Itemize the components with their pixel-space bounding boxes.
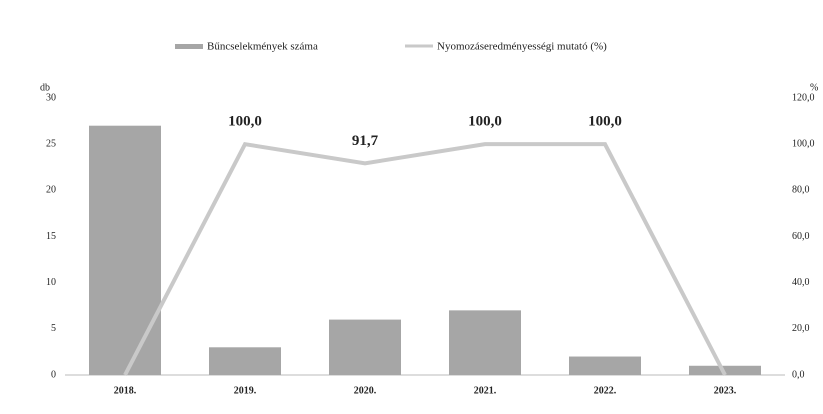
bar	[689, 365, 761, 375]
x-tick-label: 2022.	[594, 385, 617, 396]
y-tick-label: 30	[46, 92, 56, 103]
y-tick-label: 10	[46, 277, 56, 288]
y-tick-label: 0	[51, 369, 56, 380]
bar	[569, 356, 641, 375]
y-tick-label: 20	[46, 185, 56, 196]
y-tick-label: 5	[51, 323, 56, 334]
data-label: 100,0	[468, 114, 502, 130]
x-tick-label: 2021.	[474, 385, 497, 396]
y2-tick-label: 120,0	[792, 92, 815, 103]
x-tick-label: 2019.	[234, 385, 257, 396]
y-tick-label: 25	[46, 138, 56, 149]
bar	[89, 125, 161, 375]
y2-tick-label: 60,0	[792, 231, 810, 242]
data-label: 100,0	[228, 114, 262, 130]
y-axis-label: db	[40, 82, 50, 93]
x-tick-label: 2023.	[714, 385, 737, 396]
line	[123, 141, 727, 376]
data-label: 100,0	[588, 114, 622, 130]
x-tick-label: 2020.	[354, 385, 377, 396]
bar	[449, 310, 521, 375]
y2-tick-label: 80,0	[792, 185, 810, 196]
bar	[329, 319, 401, 375]
y2-tick-label: 20,0	[792, 323, 810, 334]
legend-label: Bűncselekmények száma	[207, 41, 318, 53]
y-tick-label: 15	[46, 231, 56, 242]
y2-axis-label: %	[810, 82, 818, 93]
legend-swatch	[175, 44, 203, 49]
data-label: 91,7	[352, 133, 379, 149]
legend-label: Nyomozáseredményességi mutató (%)	[437, 41, 607, 53]
y2-tick-label: 40,0	[792, 277, 810, 288]
x-tick-label: 2018.	[114, 385, 137, 396]
bar	[209, 347, 281, 375]
y2-tick-label: 0,0	[792, 369, 805, 380]
y2-tick-label: 100,0	[792, 138, 815, 149]
